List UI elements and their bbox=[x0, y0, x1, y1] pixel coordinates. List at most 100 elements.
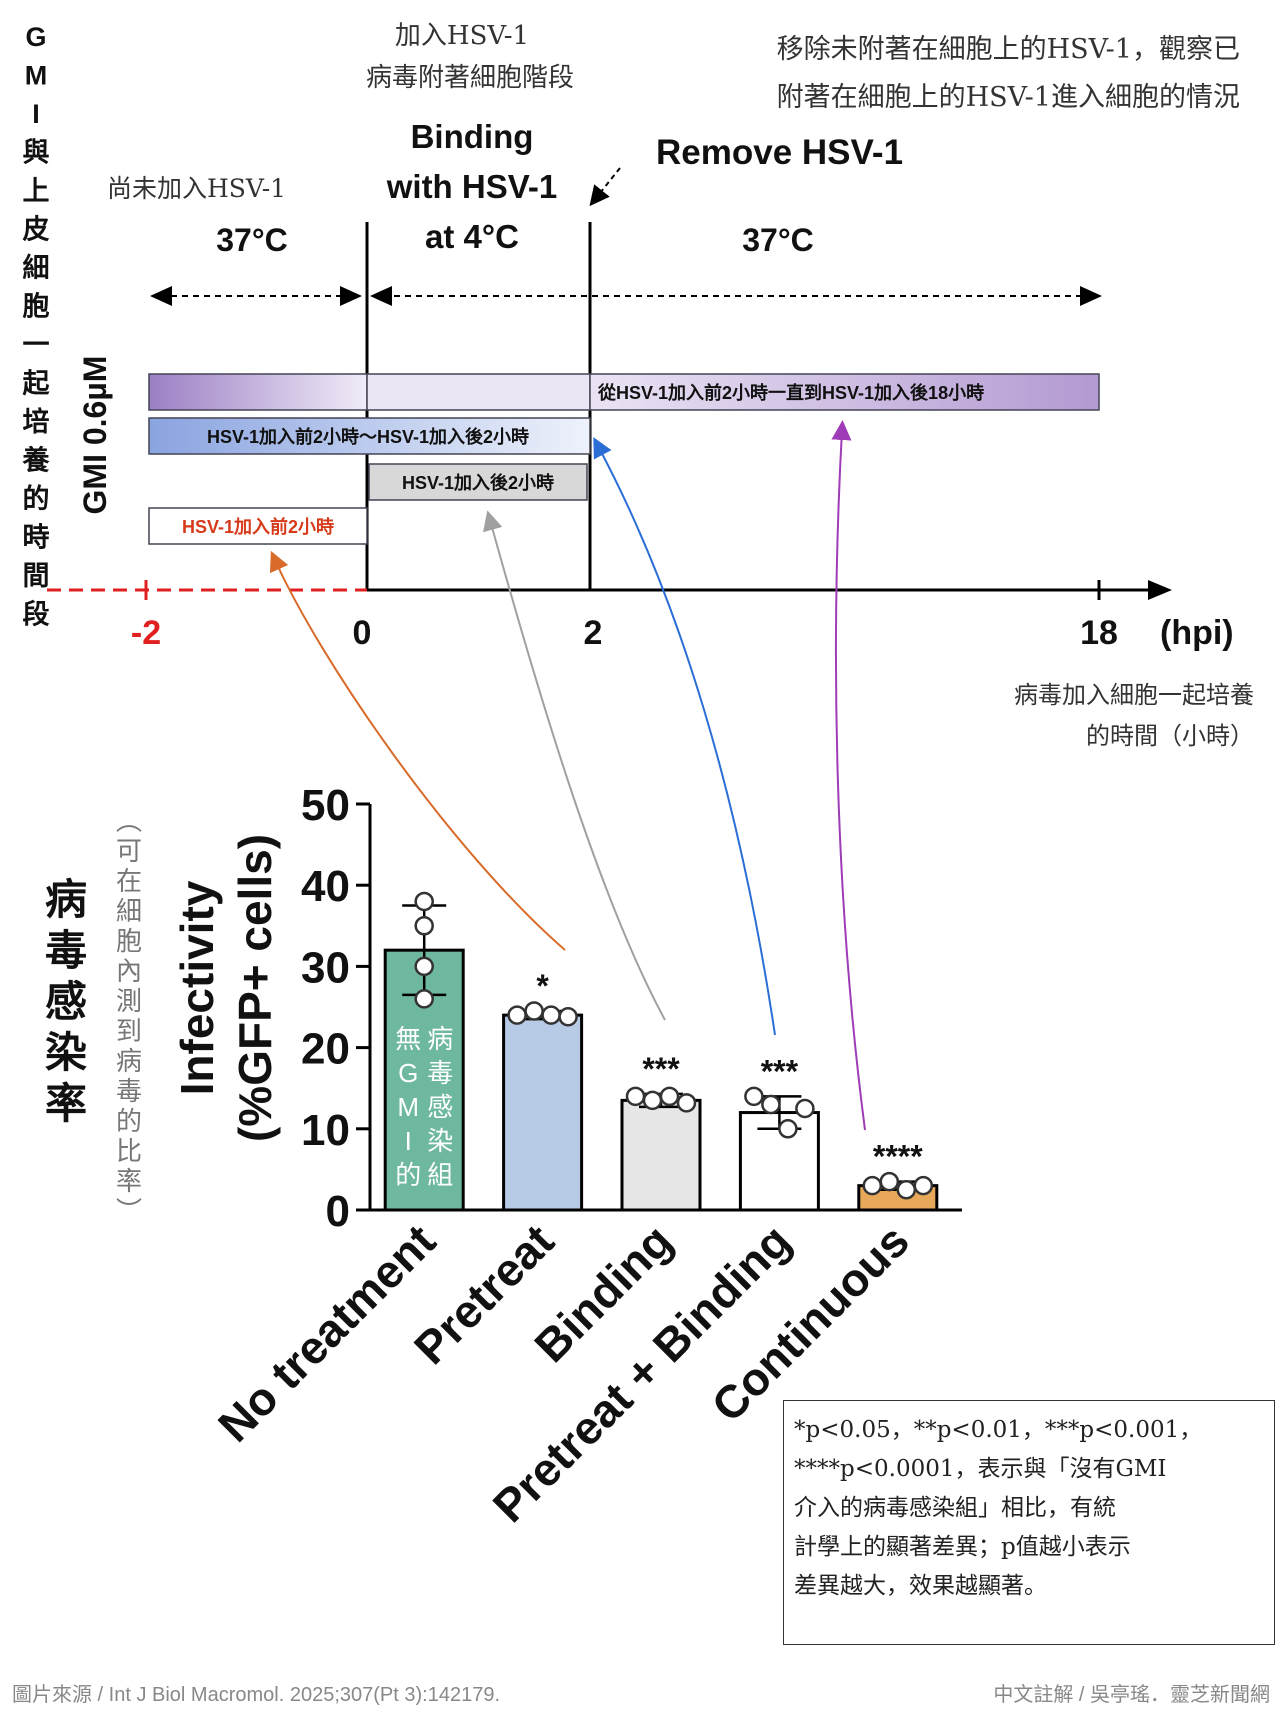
data-point bbox=[744, 1086, 764, 1107]
y-tick-label: 20 bbox=[301, 1025, 350, 1074]
side-title-char: 上 bbox=[23, 176, 50, 206]
significance-label: * bbox=[536, 968, 549, 1004]
left-subtitle-char: ︶ bbox=[116, 1196, 142, 1226]
binding-label-line1: Binding bbox=[411, 118, 534, 155]
no-treatment-note-char: 毒 bbox=[427, 1058, 453, 1088]
no-treatment-note-char: 病 bbox=[427, 1024, 453, 1054]
data-point bbox=[414, 891, 434, 912]
gmi-concentration-label: GMI 0.6µM bbox=[77, 356, 113, 515]
significance-note-box: *p<0.05，**p<0.01，***p<0.001， ****p<0.000… bbox=[783, 1400, 1275, 1645]
y-tick-label: 40 bbox=[301, 862, 350, 911]
side-title-char: 細 bbox=[23, 253, 50, 283]
temp-left-label: 37°C bbox=[216, 222, 288, 258]
bar-pretreat bbox=[148, 507, 368, 545]
connector-continuous-arrow bbox=[831, 420, 866, 1131]
data-point bbox=[879, 1171, 900, 1192]
side-title-char: 皮 bbox=[23, 215, 50, 245]
tick-label-18: 18 bbox=[1080, 614, 1118, 652]
data-point bbox=[414, 916, 434, 936]
data-point bbox=[558, 1006, 578, 1027]
y-tick-label: 30 bbox=[301, 943, 350, 992]
y-tick-label: 0 bbox=[326, 1187, 350, 1236]
bar-group: **** ******* bbox=[383, 891, 939, 1212]
bar-pretreat-label: HSV-1加入前2小時 bbox=[182, 516, 334, 537]
bar-binding bbox=[368, 463, 588, 501]
y-axis: 0 10 20 30 40 50 bbox=[301, 781, 962, 1236]
no-treatment-note-char: 無 bbox=[395, 1024, 421, 1054]
side-title-char: 胞 bbox=[22, 292, 50, 322]
significance-label: *** bbox=[642, 1051, 680, 1087]
left-title-char: 毒 bbox=[45, 927, 87, 974]
no-treatment-note-char: 的 bbox=[395, 1160, 421, 1190]
remove-note-line1: 移除未附著在細胞上的HSV-1，觀察已 bbox=[777, 34, 1240, 65]
footer-source: 圖片來源 / Int J Biol Macromol. 2025;307(Pt … bbox=[12, 1683, 500, 1706]
side-title-char: 間 bbox=[23, 561, 50, 591]
no-treatment-note-char: M bbox=[397, 1092, 419, 1122]
remove-note-line2: 附著在細胞上的HSV-1進入細胞的情況 bbox=[777, 82, 1240, 113]
left-subtitle-char: 細 bbox=[116, 896, 142, 926]
data-point bbox=[896, 1179, 917, 1200]
left-subtitle-char: 到 bbox=[116, 1016, 142, 1046]
side-title-char: 段 bbox=[23, 600, 50, 630]
side-title-char: 培 bbox=[23, 407, 50, 437]
left-title-char: 染 bbox=[45, 1029, 87, 1076]
left-subtitle-char: 率 bbox=[116, 1166, 142, 1196]
remove-hsv-label: Remove HSV-1 bbox=[656, 133, 903, 172]
no-treatment-note-char: 組 bbox=[427, 1160, 453, 1190]
bar-continuous-seg1 bbox=[148, 373, 368, 411]
data-point bbox=[541, 1005, 561, 1025]
side-title-char: I bbox=[32, 99, 40, 129]
side-title-char: 起 bbox=[23, 369, 51, 399]
note-line-4: 計學上的顯著差異；p值越小表示 bbox=[794, 1534, 1131, 1560]
footer-credit: 中文註解 / 吳亭瑤．靈芝新聞網 bbox=[993, 1683, 1270, 1706]
tick-label-0: 0 bbox=[353, 614, 372, 652]
data-point bbox=[524, 1001, 544, 1021]
data-point bbox=[414, 956, 434, 977]
phase-left-arrowhead-l bbox=[150, 286, 172, 306]
tick-label-minus2: -2 bbox=[131, 614, 161, 652]
side-title-char: G bbox=[25, 22, 46, 52]
data-point bbox=[625, 1086, 646, 1107]
connector-pretreat-arrow bbox=[269, 550, 566, 951]
y-tick-label: 10 bbox=[301, 1106, 350, 1155]
y-tick-label: 50 bbox=[301, 781, 350, 830]
tick-label-2: 2 bbox=[584, 614, 603, 652]
side-title-char: 的 bbox=[23, 483, 50, 514]
note-line-1: *p<0.05，**p<0.01，***p<0.001， bbox=[794, 1417, 1203, 1443]
note-line-3: 介入的病毒感染組」相比，有統 bbox=[794, 1495, 1116, 1521]
side-title-char: 時 bbox=[23, 523, 50, 553]
side-title-char: 一 bbox=[23, 330, 50, 360]
binding-label-line2: with HSV-1 bbox=[386, 168, 558, 205]
y-axis-title-line2: (%GFP+ cells) bbox=[229, 834, 281, 1142]
time-axis-arrowhead bbox=[1148, 580, 1172, 600]
side-title-char: M bbox=[25, 61, 48, 91]
no-treatment-note-char: 感 bbox=[427, 1092, 453, 1122]
bar bbox=[620, 1098, 702, 1212]
left-subtitle-char: 胞 bbox=[116, 926, 142, 956]
data-point bbox=[659, 1086, 680, 1107]
left-title-char: 感 bbox=[45, 978, 87, 1025]
left-subtitle-char: 內 bbox=[116, 956, 142, 986]
data-point bbox=[862, 1175, 883, 1196]
bar-pretreat-binding bbox=[148, 417, 591, 455]
phase-left-arrowhead-r bbox=[340, 286, 362, 306]
note-line-5: 差異越大，效果越顯著。 bbox=[794, 1573, 1047, 1599]
temp-right-label: 37°C bbox=[742, 222, 814, 258]
left-subtitle-char: 測 bbox=[116, 986, 142, 1016]
y-axis-title-line1: Infectivity bbox=[171, 880, 223, 1095]
axis-note-line2: 的時間（小時） bbox=[1086, 722, 1254, 750]
bar-continuous-label: 從HSV-1加入前2小時一直到HSV-1加入後18小時 bbox=[597, 382, 984, 403]
left-subtitle-char: 病 bbox=[116, 1046, 142, 1076]
data-point bbox=[778, 1119, 798, 1139]
remove-pointer-arrow bbox=[589, 167, 621, 207]
data-point bbox=[913, 1175, 934, 1196]
left-subtitle-char: ︵ bbox=[116, 806, 142, 836]
left-subtitle-char: 在 bbox=[116, 866, 142, 896]
data-point bbox=[761, 1094, 781, 1115]
side-title-char: 養 bbox=[22, 445, 51, 476]
